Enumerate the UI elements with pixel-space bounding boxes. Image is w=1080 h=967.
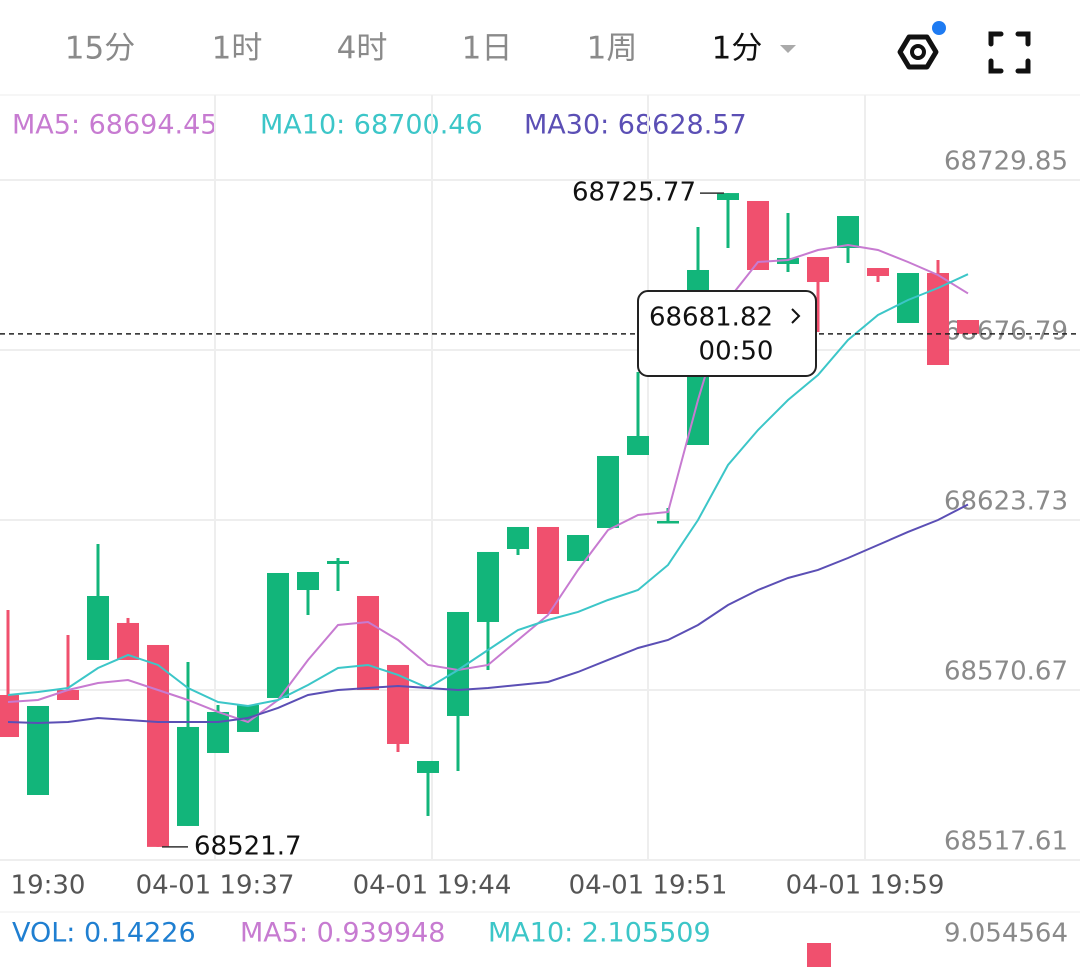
- tab[interactable]: 4时: [337, 31, 388, 67]
- legend-entry: MA30: 68628.57: [524, 110, 747, 141]
- tooltip-countdown: 00:50: [699, 337, 774, 367]
- y-tick-label: 68517.61: [944, 827, 1068, 857]
- candle-body: [897, 273, 919, 323]
- tab[interactable]: 1分: [712, 31, 763, 67]
- volume-legend: MA5: 0.939948: [240, 918, 445, 949]
- candle-body: [417, 760, 439, 773]
- x-tick-label: 04-01 19:44: [353, 871, 512, 901]
- y-tick-label: 68623.73: [944, 487, 1068, 517]
- price-tooltip[interactable]: 68681.82 00:50: [637, 290, 817, 377]
- tooltip-price: 68681.82: [649, 303, 773, 333]
- candle-body: [177, 726, 199, 826]
- legend-entry: MA5: 68694.45: [12, 110, 217, 141]
- chevron: [791, 308, 801, 324]
- candle-body: [117, 622, 139, 660]
- candle-body: [87, 595, 109, 660]
- tab[interactable]: 1周: [587, 31, 638, 67]
- candle-body: [0, 694, 19, 738]
- candle-body: [567, 534, 589, 561]
- ma-line: [7, 503, 969, 725]
- candle-body: [717, 193, 739, 200]
- candle-body: [27, 705, 49, 795]
- candle-body: [267, 572, 289, 698]
- x-tick-label: 04-01 19:37: [136, 871, 295, 901]
- tab[interactable]: 1日: [462, 31, 513, 67]
- candle-body: [297, 571, 319, 591]
- x-tick-label: 19:30: [11, 871, 86, 901]
- volume-bar: [807, 943, 831, 967]
- tooltip-box: [637, 290, 817, 377]
- candle-body: [537, 526, 559, 615]
- candle-body: [867, 268, 889, 276]
- ma-line: [7, 243, 969, 724]
- tab[interactable]: 1时: [212, 31, 263, 67]
- volume-axis-label: 9.054564: [944, 919, 1068, 949]
- tab[interactable]: 15分: [65, 31, 135, 67]
- candle-body: [357, 595, 379, 690]
- y-tick-label: 68729.85: [944, 147, 1068, 177]
- x-tick-label: 04-01 19:51: [569, 871, 728, 901]
- fullscreen-icon[interactable]: [988, 31, 1031, 74]
- candle-body: [57, 690, 79, 700]
- candle-body: [627, 435, 649, 455]
- candle-body: [477, 551, 499, 622]
- candle-body: [747, 200, 769, 270]
- candle-body: [507, 526, 529, 549]
- dropdown-arrow: [780, 45, 796, 53]
- candle-body: [957, 320, 979, 334]
- high-label: 68725.77: [572, 178, 696, 208]
- volume-legend: VOL: 0.14226: [12, 918, 196, 949]
- x-tick-label: 04-01 19:59: [786, 871, 945, 901]
- y-tick-label: 68570.67: [944, 657, 1068, 687]
- settings-icon[interactable]: [897, 21, 946, 70]
- legend-entry: MA10: 68700.46: [260, 110, 483, 141]
- ma-line: [7, 273, 969, 708]
- candle-body: [387, 664, 409, 744]
- low-label: 68521.7: [194, 831, 302, 861]
- candle-body: [327, 560, 349, 564]
- candle-body: [657, 520, 679, 524]
- candle-body: [597, 455, 619, 528]
- candle-body: [807, 256, 829, 283]
- candle-body: [207, 711, 229, 753]
- candle-body: [927, 273, 949, 365]
- candle-body: [837, 216, 859, 248]
- volume-legend: MA10: 2.105509: [488, 918, 711, 949]
- candle-body: [147, 644, 169, 847]
